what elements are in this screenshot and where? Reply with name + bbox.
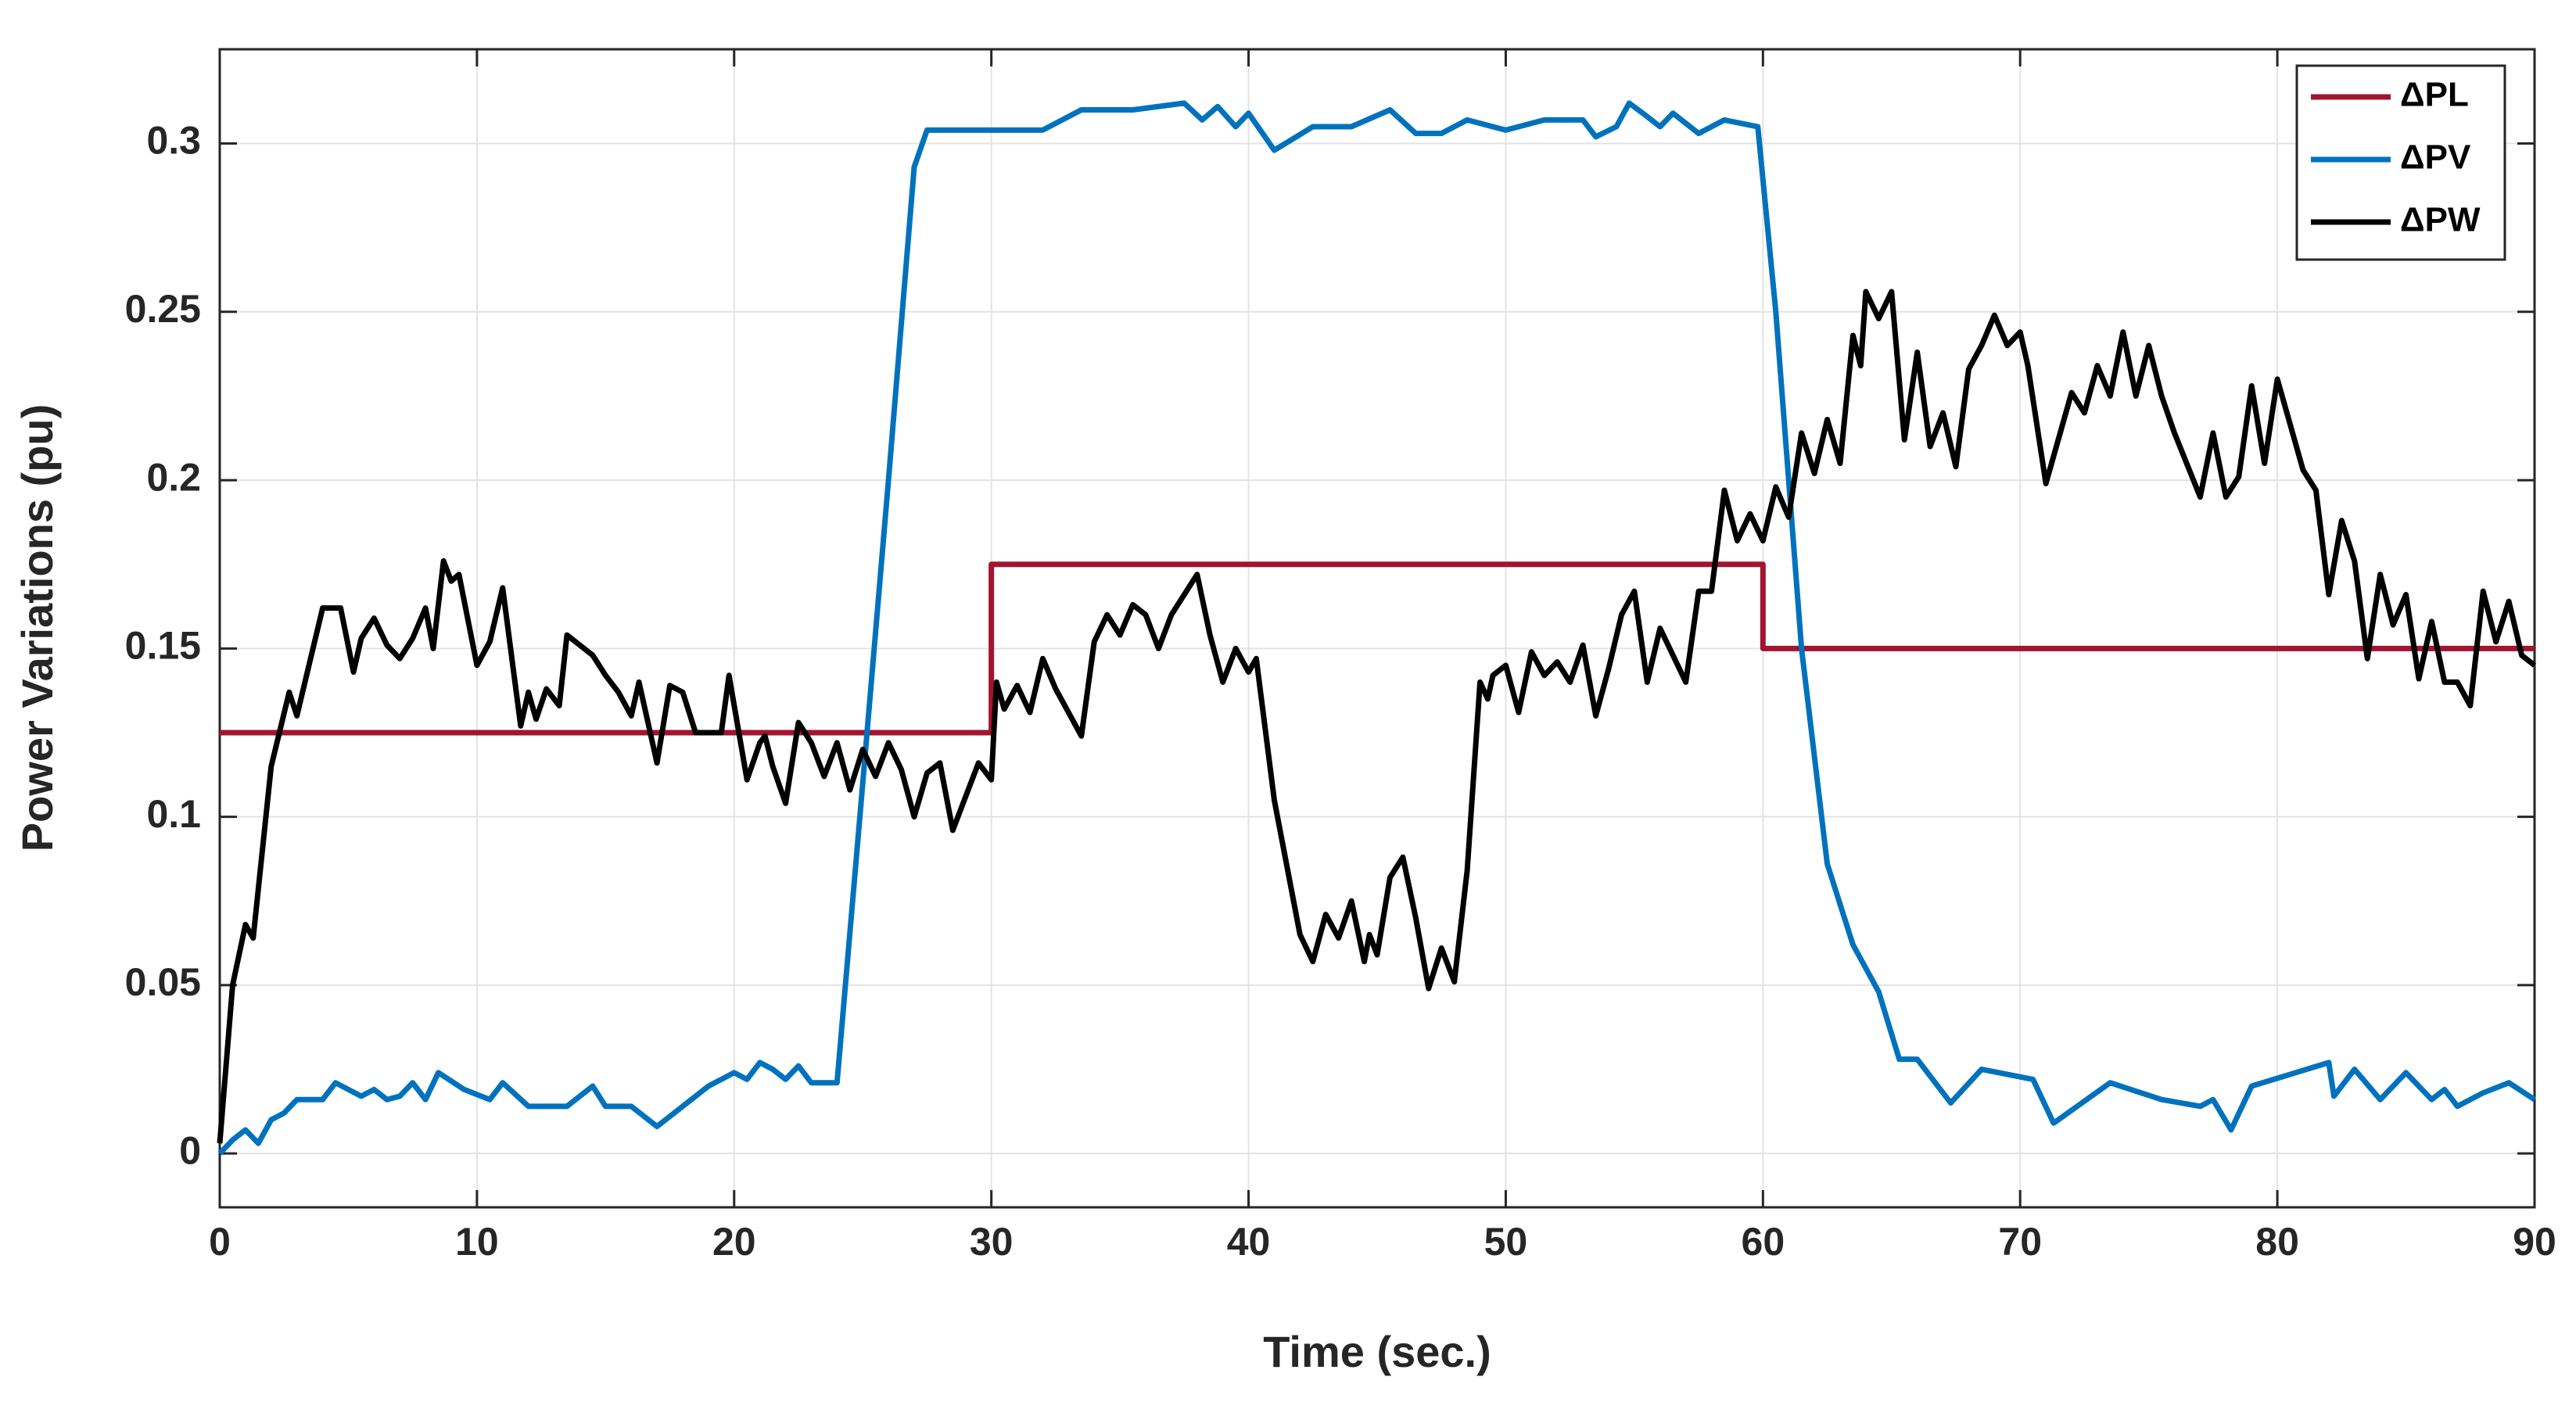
plot-frame (218, 48, 2536, 1209)
legend-label: ΔPL (2400, 76, 2469, 114)
x-tick-label: 40 (1227, 1220, 1271, 1264)
y-tick-label: 0.2 (146, 455, 201, 499)
plot-area (220, 49, 2535, 1207)
legend-label: ΔPW (2400, 201, 2481, 239)
data-line (217, 100, 2536, 1156)
data-line (220, 561, 2535, 736)
y-tick-label: 0.1 (146, 792, 201, 836)
x-tick-label: 90 (2513, 1220, 2556, 1264)
data-line (217, 289, 2537, 1144)
y-tick-label: 0.3 (146, 119, 201, 163)
x-axis-label: Time (sec.) (1263, 1327, 1491, 1376)
x-tick-label: 70 (1998, 1220, 2042, 1264)
y-tick-label: 0 (179, 1128, 201, 1172)
y-tick-label: 0.25 (125, 287, 201, 331)
y-tick-label: 0.15 (125, 624, 201, 668)
x-tick-label: 10 (455, 1220, 499, 1264)
x-tick-label: 20 (712, 1220, 756, 1264)
y-tick-label: 0.05 (125, 960, 201, 1004)
y-axis-label: Power Variations (pu) (13, 404, 62, 852)
x-tick-label: 50 (1484, 1220, 1528, 1264)
x-tick-label: 80 (2255, 1220, 2299, 1264)
x-tick-label: 30 (970, 1220, 1014, 1264)
legend-label: ΔPV (2400, 138, 2471, 177)
x-tick-label: 60 (1742, 1220, 1785, 1264)
x-tick-label: 0 (209, 1220, 231, 1264)
